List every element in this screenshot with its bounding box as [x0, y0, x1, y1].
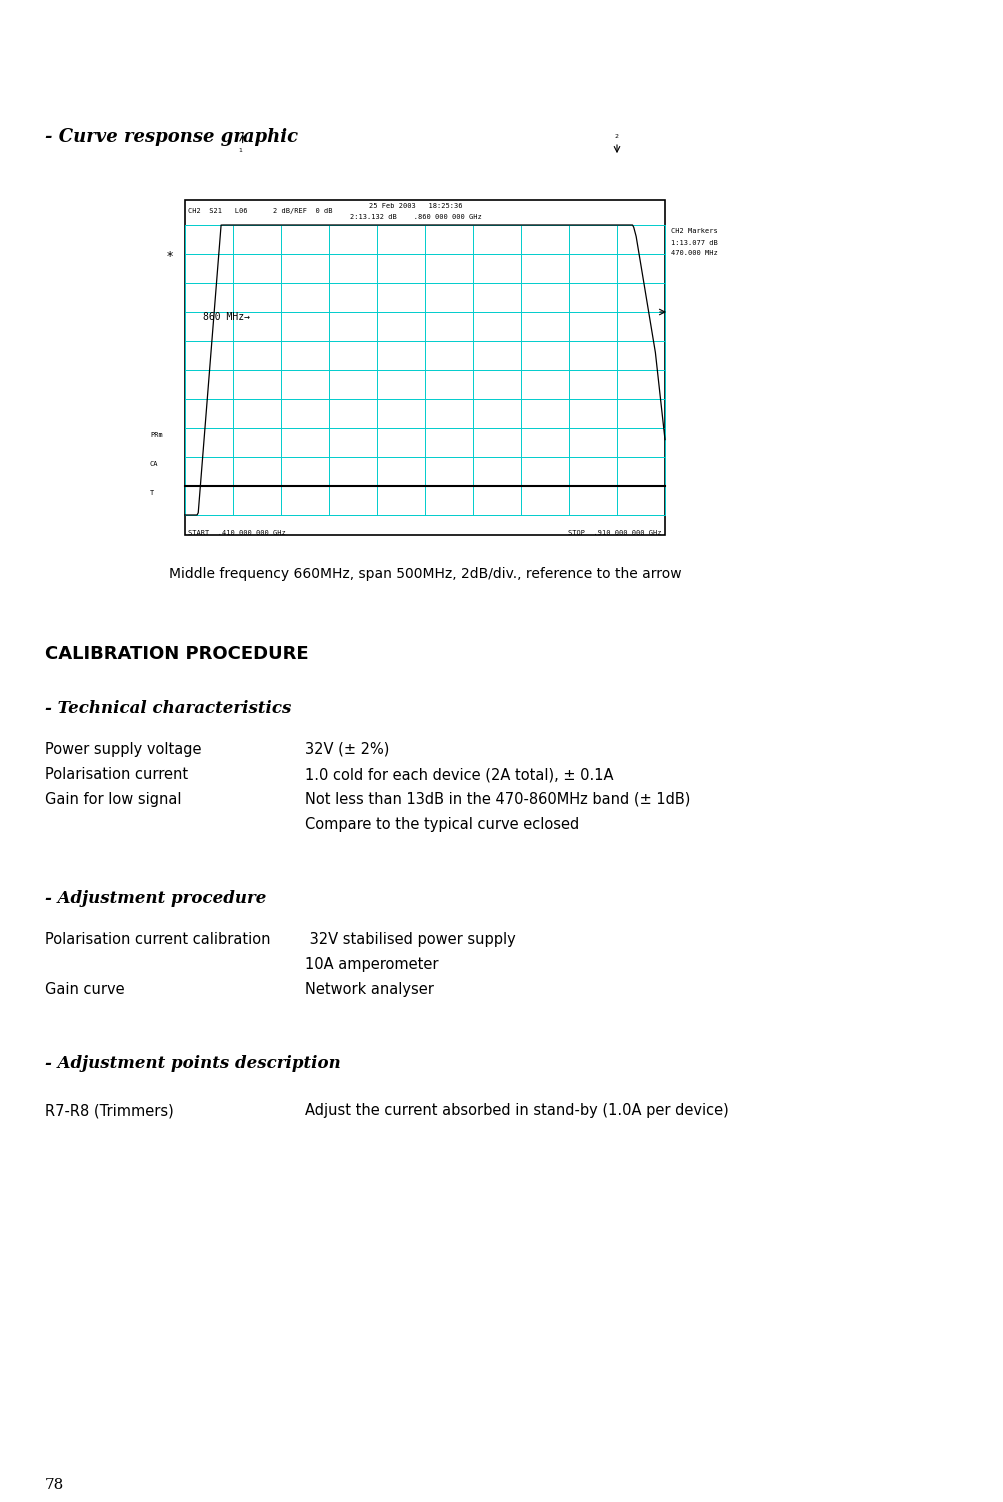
Text: R7-R8 (Trimmers): R7-R8 (Trimmers) [45, 1102, 174, 1117]
Text: 1: 1 [239, 149, 243, 153]
Text: STOP  .910 000 000 GHz: STOP .910 000 000 GHz [568, 530, 661, 536]
Text: - Technical characteristics: - Technical characteristics [45, 700, 291, 716]
Text: 2: 2 [615, 134, 619, 140]
Text: Polarisation current calibration: Polarisation current calibration [45, 933, 270, 946]
Text: Network analyser: Network analyser [305, 982, 433, 997]
Text: - Adjustment points description: - Adjustment points description [45, 1054, 340, 1072]
Text: Power supply voltage: Power supply voltage [45, 742, 202, 757]
Text: 470.000 MHz: 470.000 MHz [670, 249, 717, 255]
Text: 2:13.132 dB    .860 000 000 GHz: 2:13.132 dB .860 000 000 GHz [349, 213, 480, 219]
Text: START  .410 000 000 GHz: START .410 000 000 GHz [188, 530, 286, 536]
Text: Middle frequency 660MHz, span 500MHz, 2dB/div., reference to the arrow: Middle frequency 660MHz, span 500MHz, 2d… [169, 566, 681, 581]
Text: 1:13.077 dB: 1:13.077 dB [670, 240, 717, 246]
Text: CH2 Markers: CH2 Markers [670, 228, 717, 234]
Text: 860 MHz→: 860 MHz→ [203, 312, 250, 321]
Text: 32V stabilised power supply: 32V stabilised power supply [305, 933, 516, 946]
Text: Adjust the current absorbed in stand-by (1.0A per device): Adjust the current absorbed in stand-by … [305, 1102, 728, 1117]
Text: 10A amperometer: 10A amperometer [305, 957, 438, 972]
Text: T: T [149, 490, 154, 496]
Text: Compare to the typical curve eclosed: Compare to the typical curve eclosed [305, 817, 579, 832]
Text: PRm: PRm [149, 433, 162, 439]
Text: 25 Feb 2003   18:25:36: 25 Feb 2003 18:25:36 [368, 203, 461, 209]
Text: Not less than 13dB in the 470-860MHz band (± 1dB): Not less than 13dB in the 470-860MHz ban… [305, 792, 690, 807]
Text: 1.0 cold for each device (2A total), ± 0.1A: 1.0 cold for each device (2A total), ± 0… [305, 768, 613, 783]
Text: *: * [166, 249, 174, 263]
Text: - Adjustment procedure: - Adjustment procedure [45, 891, 266, 907]
Text: Gain for low signal: Gain for low signal [45, 792, 182, 807]
Text: 32V (± 2%): 32V (± 2%) [305, 742, 389, 757]
Text: Polarisation current: Polarisation current [45, 768, 188, 783]
Text: - Curve response graphic: - Curve response graphic [45, 128, 298, 146]
Text: CA: CA [149, 461, 158, 467]
Text: Gain curve: Gain curve [45, 982, 124, 997]
Text: CALIBRATION PROCEDURE: CALIBRATION PROCEDURE [45, 644, 308, 662]
Bar [185, 200, 664, 535]
Text: 78: 78 [45, 1478, 64, 1491]
Text: CH2  S21   L06      2 dB/REF  0 dB: CH2 S21 L06 2 dB/REF 0 dB [188, 207, 332, 213]
